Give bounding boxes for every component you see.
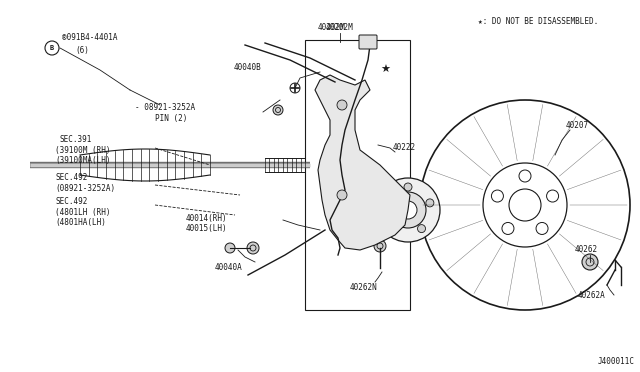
Text: (39100M (RH): (39100M (RH): [55, 145, 111, 154]
Circle shape: [390, 192, 426, 228]
Text: (08921-3252A): (08921-3252A): [55, 183, 115, 192]
Circle shape: [582, 254, 598, 270]
Circle shape: [273, 105, 283, 115]
Circle shape: [337, 100, 347, 110]
Text: 40202M: 40202M: [318, 23, 346, 32]
Text: 40262A: 40262A: [578, 291, 605, 299]
Text: 40262: 40262: [575, 246, 598, 254]
Circle shape: [390, 225, 399, 232]
Text: 40040B: 40040B: [234, 64, 262, 73]
Circle shape: [404, 183, 412, 191]
Circle shape: [426, 199, 434, 207]
Text: PIN (2): PIN (2): [155, 113, 188, 122]
Text: 40222: 40222: [393, 144, 416, 153]
Text: - 08921-3252A: - 08921-3252A: [135, 103, 195, 112]
Circle shape: [417, 225, 426, 232]
Text: ★: DO NOT BE DISASSEMBLED.: ★: DO NOT BE DISASSEMBLED.: [478, 17, 598, 26]
Text: (4801HA(LH): (4801HA(LH): [55, 218, 106, 227]
Text: (4801LH (RH): (4801LH (RH): [55, 208, 111, 217]
FancyBboxPatch shape: [359, 35, 377, 49]
Circle shape: [382, 199, 390, 207]
Circle shape: [374, 240, 386, 252]
Polygon shape: [315, 75, 410, 250]
Text: 40014(RH): 40014(RH): [186, 214, 228, 222]
Text: ®091B4-4401A: ®091B4-4401A: [62, 33, 118, 42]
Text: (6): (6): [75, 45, 89, 55]
Text: 40207: 40207: [566, 121, 589, 129]
Text: J400011C: J400011C: [598, 357, 635, 366]
Text: SEC.492: SEC.492: [55, 173, 88, 183]
Circle shape: [247, 242, 259, 254]
Circle shape: [225, 243, 235, 253]
Bar: [305, 40, 410, 310]
Circle shape: [376, 178, 440, 242]
Text: 40262N: 40262N: [350, 283, 378, 292]
Circle shape: [337, 190, 347, 200]
Circle shape: [399, 201, 417, 219]
Text: B: B: [50, 45, 54, 51]
Circle shape: [45, 41, 59, 55]
Text: SEC.391: SEC.391: [60, 135, 92, 144]
Text: SEC.492: SEC.492: [55, 198, 88, 206]
Text: ★: ★: [380, 65, 390, 75]
Text: (39100MA(LH): (39100MA(LH): [55, 155, 111, 164]
Text: 40202M: 40202M: [326, 23, 354, 32]
Text: 40015(LH): 40015(LH): [186, 224, 228, 232]
Text: 40040A: 40040A: [215, 263, 243, 273]
